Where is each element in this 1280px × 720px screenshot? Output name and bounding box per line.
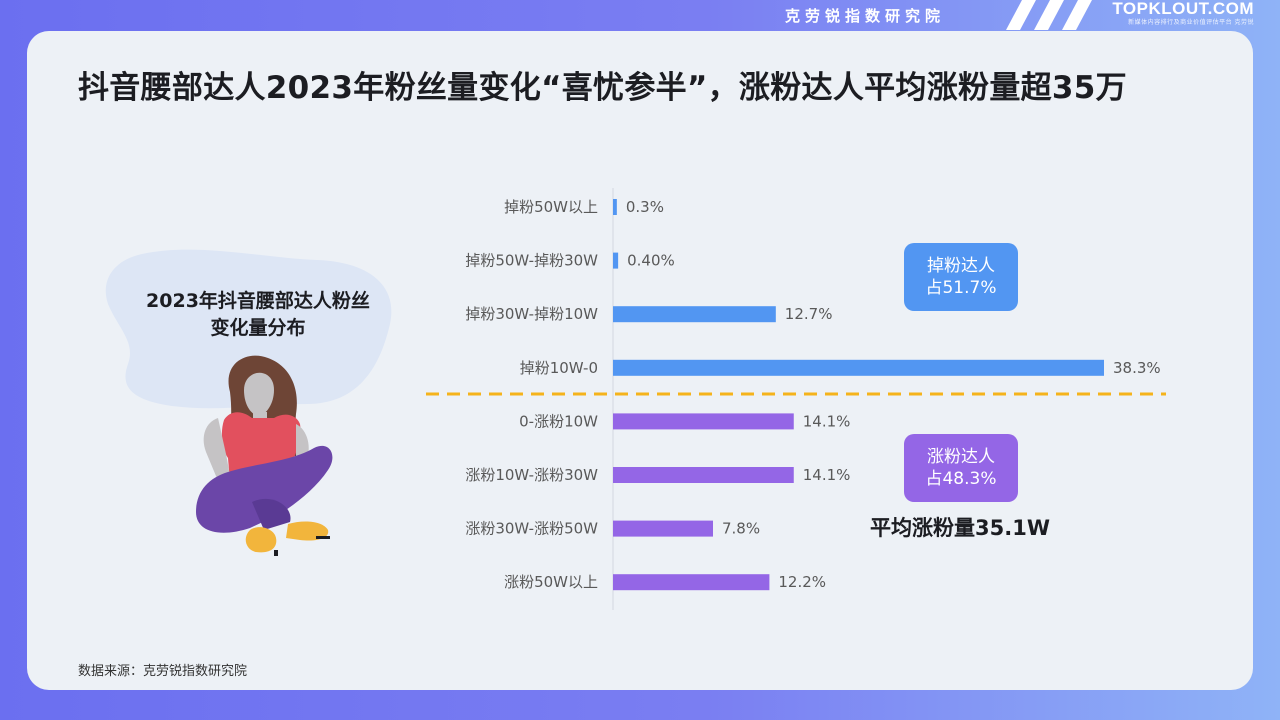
- gain-badge-line2: 占48.3%: [925, 469, 997, 489]
- category-label: 掉粉30W-掉粉10W: [465, 305, 598, 323]
- average-gain-text: 平均涨粉量35.1W: [870, 516, 1050, 540]
- lose-badge-line2: 占51.7%: [925, 278, 997, 298]
- bar-lose: [613, 199, 617, 215]
- data-label: 0.3%: [626, 198, 664, 216]
- bar-gain: [613, 574, 770, 591]
- category-label: 掉粉10W-0: [520, 359, 598, 377]
- data-label: 12.2%: [778, 573, 826, 591]
- lose-badge-line1: 掉粉达人: [927, 256, 995, 276]
- bar-lose: [613, 359, 1104, 376]
- bar-gain: [613, 520, 713, 537]
- data-label: 38.3%: [1113, 359, 1161, 377]
- illustration-title: 2023年抖音腰部达人粉丝变化量分布: [146, 290, 370, 339]
- data-label: 14.1%: [803, 466, 851, 484]
- logo-text: TOPKLOUT.COM: [1112, 0, 1254, 18]
- data-label: 12.7%: [785, 305, 833, 323]
- lose-fans-badge: 掉粉达人 占51.7%: [904, 243, 1018, 311]
- category-label: 涨粉30W-涨粉50W: [465, 520, 598, 538]
- data-label: 14.1%: [803, 412, 851, 430]
- category-label: 0-涨粉10W: [519, 412, 598, 430]
- bar-gain: [613, 467, 794, 483]
- data-source: 数据来源：克劳锐指数研究院: [78, 664, 248, 679]
- category-label: 涨粉10W-涨粉30W: [465, 466, 598, 484]
- gain-badge-line1: 涨粉达人: [927, 447, 995, 467]
- data-label: 7.8%: [722, 520, 760, 538]
- category-label: 掉粉50W以上: [504, 198, 598, 216]
- category-label: 掉粉50W-掉粉30W: [465, 252, 598, 270]
- speech-blob-decoration: [105, 249, 392, 409]
- page-title: 抖音腰部达人2023年粉丝量变化“喜忧参半”，涨粉达人平均涨粉量超35万: [78, 70, 1127, 106]
- topklout-logo[interactable]: TOPKLOUT.COM 新媒体内容排行及商业价值评估平台 克劳锐: [1112, 0, 1254, 27]
- banner-stripes-decoration: [1006, 0, 1092, 30]
- bar-lose: [613, 252, 619, 269]
- institute-name: 克劳锐指数研究院: [784, 7, 945, 25]
- sitting-woman-illustration: [196, 355, 333, 556]
- bar-lose: [613, 306, 776, 323]
- gain-fans-badge: 涨粉达人 占48.3%: [904, 434, 1018, 502]
- data-label: 0.40%: [627, 252, 675, 270]
- logo-tagline: 新媒体内容排行及商业价值评估平台 克劳锐: [1128, 19, 1254, 26]
- bar-gain: [613, 413, 794, 430]
- category-label: 涨粉50W以上: [504, 573, 598, 591]
